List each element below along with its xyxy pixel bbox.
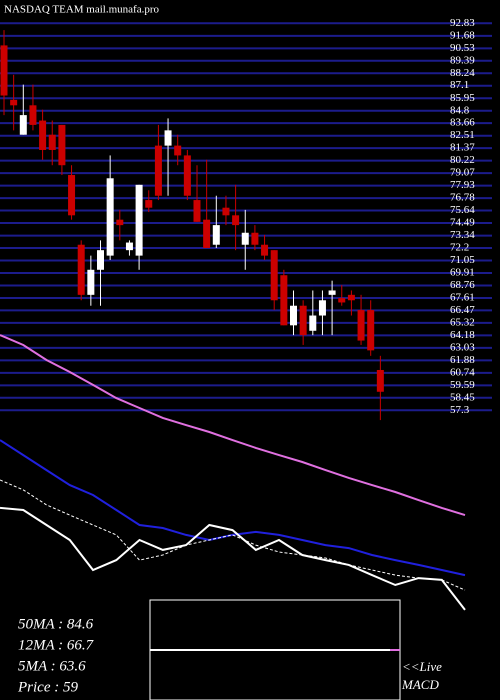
y-tick-label: 69.91 <box>450 266 475 278</box>
candle-body <box>145 200 153 208</box>
info-label: 5MA : 63.6 <box>18 658 86 674</box>
candle-body <box>125 242 133 251</box>
ma-line <box>0 506 466 611</box>
candle-body <box>0 45 8 96</box>
y-tick-label: 71.05 <box>450 254 475 266</box>
candle-body <box>10 99 18 106</box>
y-tick-label: 61.88 <box>450 354 475 366</box>
y-tick-label: 80.22 <box>450 154 475 166</box>
candle-body <box>97 250 104 270</box>
candle-body <box>270 250 278 301</box>
ma-line <box>0 334 466 517</box>
candle-body <box>77 244 85 295</box>
y-tick-label: 60.74 <box>450 366 475 378</box>
candle-body <box>376 369 384 392</box>
y-tick-label: 87.1 <box>450 79 469 91</box>
candle-body <box>212 225 220 245</box>
y-tick-label: 73.34 <box>450 229 475 241</box>
y-tick-label: 63.03 <box>450 341 475 353</box>
candle-body <box>29 105 37 125</box>
candle-body <box>68 175 76 216</box>
candle-body <box>164 130 172 146</box>
candle-body <box>203 219 211 248</box>
y-tick-label: 81.37 <box>450 142 475 154</box>
candle-body <box>135 184 143 256</box>
candle-body <box>309 315 317 331</box>
candle-body <box>19 115 27 135</box>
y-tick-label: 72.2 <box>450 242 469 254</box>
candle-body <box>232 215 240 226</box>
info-label: 12MA : 66.7 <box>18 637 95 653</box>
candle-body <box>154 145 162 196</box>
candle-body <box>251 232 259 245</box>
ma-line <box>0 439 466 577</box>
candle-body <box>87 269 95 295</box>
info-label: Price : 59 <box>17 679 78 695</box>
candle-body <box>241 232 249 245</box>
candle-body <box>328 290 336 295</box>
y-tick-label: 67.61 <box>450 292 475 304</box>
macd-label: MACD <box>401 677 439 692</box>
y-tick-label: 83.66 <box>450 117 475 129</box>
y-tick-label: 64.18 <box>450 329 475 341</box>
candle-body <box>290 305 297 326</box>
candle-body <box>39 120 47 150</box>
candle-body <box>357 310 365 341</box>
candle-body <box>106 178 114 256</box>
candle-body <box>116 219 124 226</box>
y-tick-label: 88.24 <box>450 67 475 79</box>
y-tick-label: 77.93 <box>450 179 475 191</box>
y-tick-label: 76.78 <box>450 192 475 204</box>
candle-body <box>299 305 307 336</box>
y-tick-label: 65.32 <box>450 316 475 328</box>
candle-body <box>367 310 375 351</box>
y-tick-label: 92.83 <box>450 17 475 29</box>
candle-body <box>280 275 288 326</box>
ma-line <box>0 479 466 591</box>
candle-body <box>58 124 66 166</box>
candle-body <box>174 145 182 156</box>
info-label: 50MA : 84.6 <box>18 616 94 632</box>
y-tick-label: 66.47 <box>450 304 475 316</box>
y-tick-label: 74.49 <box>450 217 475 229</box>
y-tick-label: 90.53 <box>450 42 475 54</box>
y-tick-label: 79.07 <box>450 167 475 179</box>
y-tick-label: 91.68 <box>450 29 475 41</box>
candle-body <box>222 207 230 216</box>
candle-body <box>48 134 56 150</box>
candle-body <box>347 294 355 301</box>
candle-body <box>318 300 326 316</box>
y-tick-label: 89.39 <box>450 54 475 66</box>
y-tick-label: 58.45 <box>450 391 475 403</box>
y-tick-label: 57.3 <box>450 404 470 416</box>
y-tick-label: 68.76 <box>450 279 475 291</box>
y-tick-label: 82.51 <box>450 129 475 141</box>
candle-body <box>338 298 346 303</box>
candle-body <box>183 155 191 196</box>
macd-label: <<Live <box>402 659 442 674</box>
y-tick-label: 59.59 <box>450 379 475 391</box>
y-tick-label: 75.64 <box>450 204 475 216</box>
chart-title: NASDAQ TEAM mail.munafa.pro <box>4 4 159 16</box>
candle-body <box>261 244 269 256</box>
y-tick-label: 85.95 <box>450 92 475 104</box>
y-tick-label: 84.8 <box>450 104 470 116</box>
candle-body <box>193 200 201 222</box>
